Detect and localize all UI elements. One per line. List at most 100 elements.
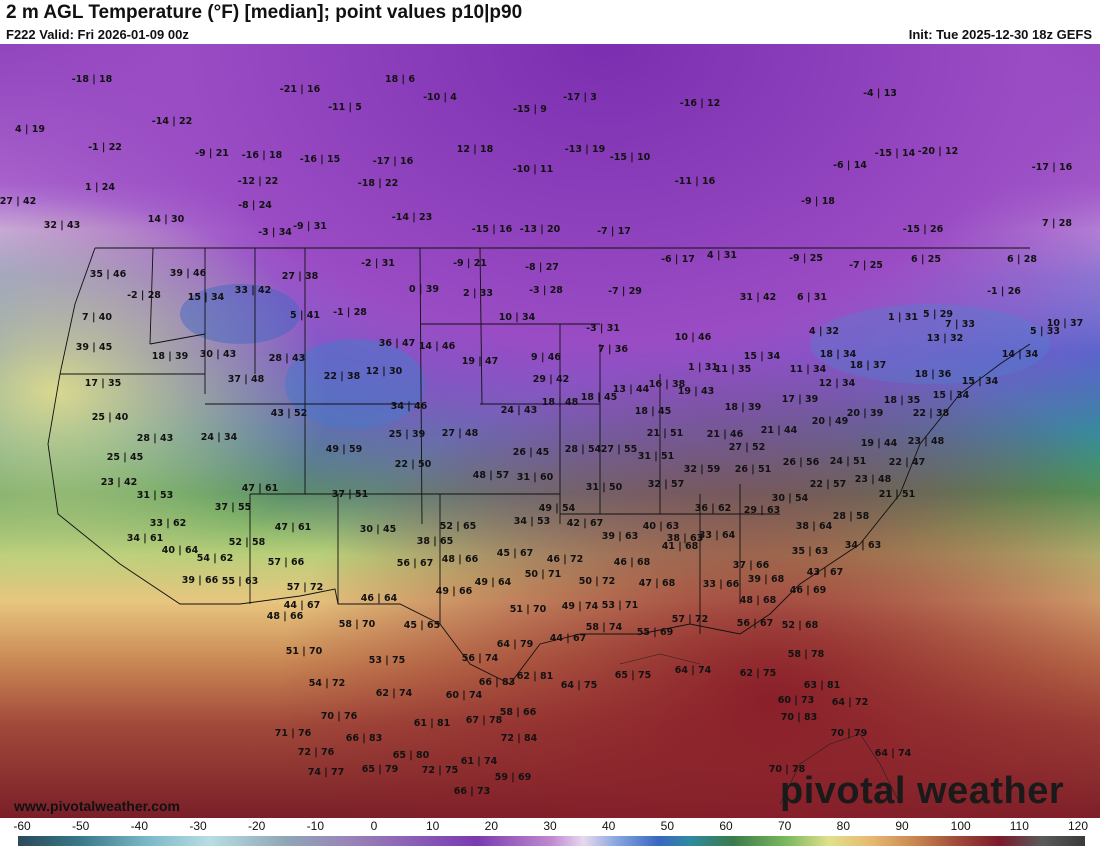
point-value-label: 34 | 61 xyxy=(127,533,164,544)
point-value-label: 72 | 76 xyxy=(298,747,335,758)
colorbar-tick: 20 xyxy=(484,819,499,833)
point-value-label: 27 | 42 xyxy=(0,196,36,207)
point-value-label: 17 | 35 xyxy=(85,378,122,389)
point-value-label: 39 | 45 xyxy=(76,342,113,353)
point-value-label: 66 | 83 xyxy=(346,733,383,744)
point-value-label: 52 | 68 xyxy=(782,620,819,631)
temperature-map[interactable]: -18 | 18 18 | 6 -21 | 16 -10 | 4 -17 | 3 -16 … xyxy=(0,44,1100,818)
point-value-label: -15 | 26 xyxy=(903,224,944,235)
point-value-label: 49 | 54 xyxy=(539,503,576,514)
point-value-label: 60 | 73 xyxy=(778,695,815,706)
point-value-label: 53 | 71 xyxy=(602,600,639,611)
point-value-label: 64 | 74 xyxy=(675,665,712,676)
point-value-label: 30 | 54 xyxy=(772,493,809,504)
point-values-layer: -18 | 18 18 | 6 -21 | 16 -10 | 4 -17 | 3 -16 … xyxy=(0,74,1083,797)
point-value-label: 57 | 72 xyxy=(672,614,709,625)
point-value-label: 58 | 74 xyxy=(586,622,623,633)
point-value-label: -7 | 25 xyxy=(849,260,883,271)
point-value-label: 5 | 41 xyxy=(290,310,320,321)
point-value-label: 37 | 48 xyxy=(228,374,265,385)
colorbar-tick: 90 xyxy=(895,819,909,833)
point-value-label: 18 | 48 xyxy=(542,397,579,408)
point-value-label: 58 | 66 xyxy=(500,707,537,718)
point-value-label: 45 | 67 xyxy=(497,548,534,559)
point-value-label: -18 | 22 xyxy=(358,178,398,189)
point-value-label: 49 | 74 xyxy=(562,601,599,612)
point-value-label: 22 | 57 xyxy=(810,479,847,490)
point-value-label: 19 | 47 xyxy=(462,356,499,367)
point-value-label: 46 | 72 xyxy=(547,554,584,565)
point-value-label: 37 | 55 xyxy=(215,502,252,513)
point-value-label: 65 | 75 xyxy=(615,670,652,681)
point-value-label: 33 | 62 xyxy=(150,518,187,529)
point-value-label: 56 | 67 xyxy=(737,618,774,629)
point-value-label: 44 | 67 xyxy=(550,633,587,644)
point-value-label: 18 | 39 xyxy=(152,351,189,362)
point-value-label: 38 | 64 xyxy=(796,521,833,532)
point-value-label: 31 | 51 xyxy=(638,451,675,462)
point-value-label: 39 | 66 xyxy=(182,575,219,586)
point-value-label: 14 | 34 xyxy=(1002,349,1039,360)
colorbar-tick: 100 xyxy=(950,819,971,833)
point-value-label: 18 | 45 xyxy=(581,392,618,403)
point-value-label: 72 | 84 xyxy=(501,733,538,744)
point-value-label: 36 | 62 xyxy=(695,503,732,514)
point-value-label: -4 | 13 xyxy=(863,88,897,99)
point-value-label: 12 | 30 xyxy=(366,366,403,377)
point-value-label: -21 | 16 xyxy=(280,84,321,95)
colorbar-ramp xyxy=(18,836,1085,846)
point-value-label: 15 | 34 xyxy=(188,292,225,303)
point-value-label: 37 | 66 xyxy=(733,560,770,571)
point-value-label: 39 | 63 xyxy=(602,531,639,542)
colorbar-tick: -20 xyxy=(247,819,266,833)
point-value-label: 70 | 76 xyxy=(321,711,358,722)
point-value-label: 31 | 50 xyxy=(586,482,623,493)
point-value-label: 1 | 31 xyxy=(888,312,918,323)
point-value-label: 6 | 31 xyxy=(797,292,827,303)
point-value-label: 36 | 47 xyxy=(379,338,416,349)
point-value-label: 60 | 74 xyxy=(446,690,483,701)
point-value-label: 6 | 25 xyxy=(911,254,941,265)
credit-url: www.pivotalweather.com xyxy=(14,798,180,814)
point-value-label: -15 | 9 xyxy=(513,104,547,115)
point-value-label: 33 | 64 xyxy=(699,530,736,541)
point-value-label: 51 | 70 xyxy=(286,646,323,657)
point-value-label: 70 | 79 xyxy=(831,728,868,739)
point-value-label: -1 | 22 xyxy=(88,142,122,153)
point-value-label: -15 | 16 xyxy=(472,224,513,235)
point-value-label: 66 | 83 xyxy=(479,677,516,688)
point-value-label: 71 | 76 xyxy=(275,728,312,739)
point-value-label: -9 | 31 xyxy=(293,221,327,232)
point-value-label: -1 | 26 xyxy=(987,286,1021,297)
point-value-label: 54 | 72 xyxy=(309,678,346,689)
point-value-label: 51 | 70 xyxy=(510,604,547,615)
point-value-label: 27 | 38 xyxy=(282,271,319,282)
point-value-label: 37 | 51 xyxy=(332,489,369,500)
point-value-label: 70 | 83 xyxy=(781,712,818,723)
point-value-label: 9 | 46 xyxy=(531,352,561,363)
point-value-label: 62 | 81 xyxy=(517,671,554,682)
point-value-label: -15 | 10 xyxy=(610,152,651,163)
point-value-label: -2 | 31 xyxy=(361,258,395,269)
point-value-label: 32 | 57 xyxy=(648,479,685,490)
point-value-label: 22 | 38 xyxy=(913,408,950,419)
point-value-label: -17 | 16 xyxy=(1032,162,1073,173)
point-value-label: 24 | 34 xyxy=(201,432,238,443)
point-value-label: -16 | 18 xyxy=(242,150,283,161)
colorbar-tick: -60 xyxy=(13,819,31,833)
point-value-label: -7 | 29 xyxy=(608,286,642,297)
point-value-label: 49 | 64 xyxy=(475,577,512,588)
colorbar-tick: 10 xyxy=(425,819,440,833)
point-value-label: 24 | 51 xyxy=(830,456,867,467)
point-value-label: -16 | 12 xyxy=(680,98,720,109)
point-value-label: 27 | 48 xyxy=(442,428,479,439)
point-value-label: 61 | 74 xyxy=(461,756,498,767)
point-value-label: 4 | 32 xyxy=(809,326,839,337)
colorbar-tick: 70 xyxy=(777,819,792,833)
point-value-label: 49 | 59 xyxy=(326,444,363,455)
point-value-label: 63 | 81 xyxy=(804,680,841,691)
point-value-label: 15 | 34 xyxy=(962,376,999,387)
point-value-label: 59 | 69 xyxy=(495,772,532,783)
point-value-label: 17 | 39 xyxy=(782,394,819,405)
point-value-label: 40 | 64 xyxy=(162,545,199,556)
